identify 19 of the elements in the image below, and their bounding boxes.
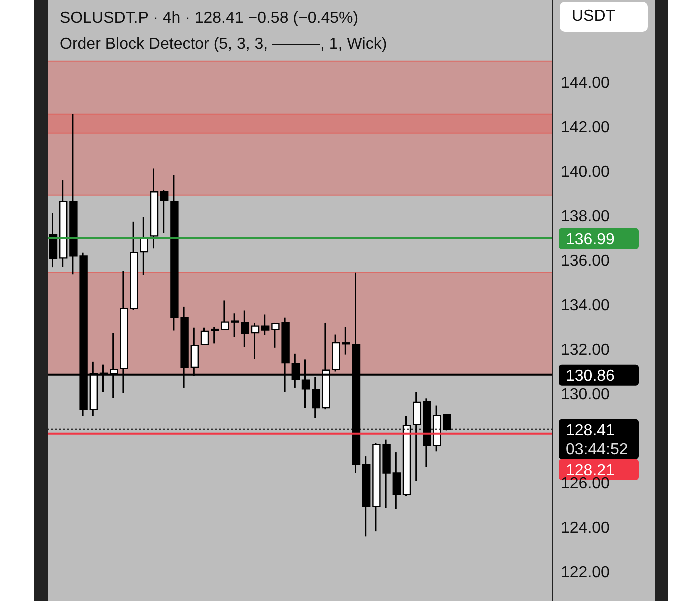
ref-line-label: 128.41: [566, 422, 616, 440]
ref-line-label: 136.99: [566, 231, 616, 248]
y-tick-label: 144.00: [561, 75, 610, 92]
text: USDT: [560, 2, 648, 32]
text: Order Block Detector (5, 3, 3, ———, 1, Wick): [60, 35, 388, 55]
y-tick-label: 138.00: [561, 208, 610, 226]
y-tick-label: 124.00: [561, 520, 610, 538]
y-tick-label: 140.00: [561, 164, 610, 182]
y-tick-label: 130.00: [561, 386, 610, 404]
y-tick-label: 122.00: [561, 564, 610, 582]
y-tick-label: 126.00: [561, 476, 610, 493]
text: SOLUSDT.P · 4h · 128.41 −0.58 (−0.45%): [60, 9, 360, 29]
candlestick: [342, 326, 350, 355]
y-tick-label: 136.00: [561, 253, 610, 270]
y-tick-label: 134.00: [561, 298, 610, 315]
y-tick-label: 142.00: [561, 120, 610, 137]
y-tick-label: 132.00: [561, 342, 610, 360]
ref-line-label: 130.86: [566, 368, 616, 385]
text: 03:44:52: [566, 441, 628, 458]
